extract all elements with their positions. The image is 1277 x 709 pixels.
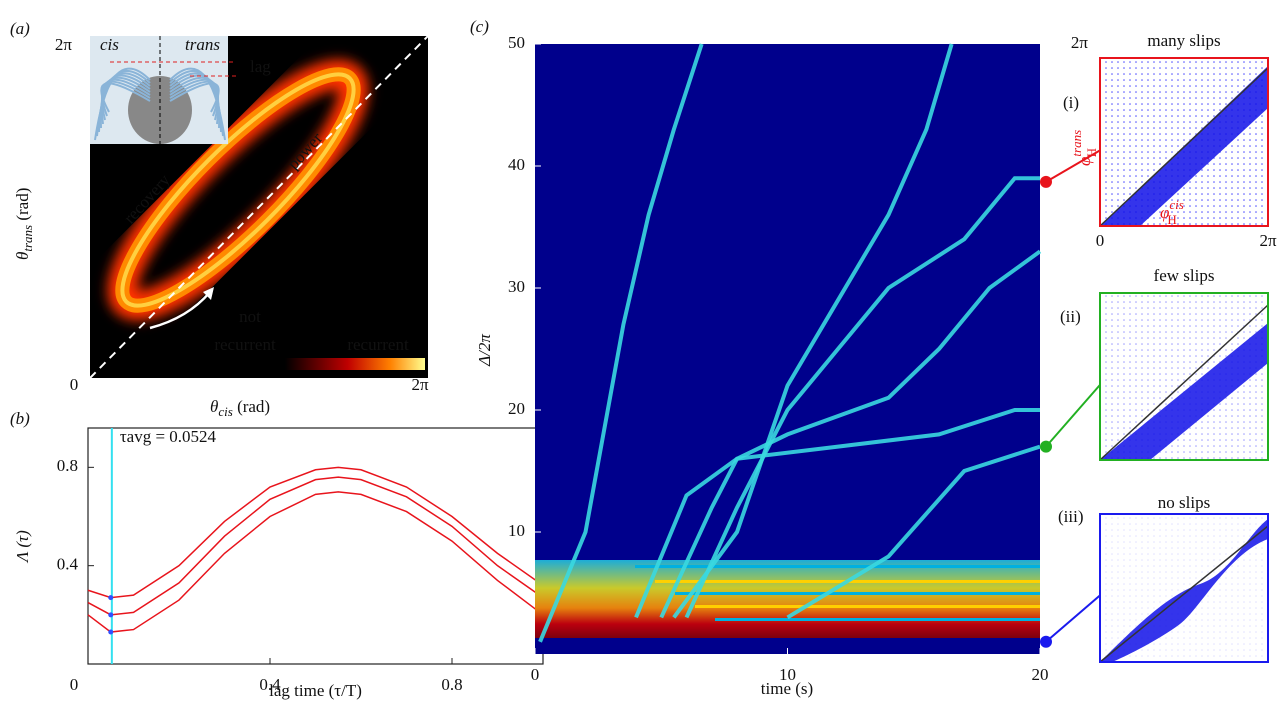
inset-frame <box>1099 57 1269 227</box>
y-tick-label: 2π <box>55 35 73 54</box>
panel-label: (b) <box>10 409 30 428</box>
colorbar-label: recurrent <box>347 335 409 354</box>
x-tick-label: 10 <box>779 665 796 684</box>
identity-line <box>1099 67 1269 227</box>
axis-label: θcis (rad) <box>210 397 270 419</box>
y-tick-label: 40 <box>508 155 525 174</box>
inset-title: many slips <box>1147 31 1220 50</box>
track <box>672 43 954 619</box>
unit: (rad) <box>233 397 270 416</box>
y-tick-label: 30 <box>508 277 525 296</box>
y-tick-label: 0.4 <box>57 555 79 574</box>
track <box>684 176 1040 619</box>
annotation: recurrent <box>214 335 276 354</box>
scatter-cloud <box>1100 58 1268 226</box>
y-tick-label: 20 <box>508 399 525 418</box>
symbol: θ <box>13 252 32 260</box>
symbol: φ <box>1075 157 1094 166</box>
x-tick-label: 0 <box>1096 231 1105 250</box>
inset-label: trans <box>185 35 220 54</box>
superscript: cis <box>1169 197 1183 212</box>
cilia-right <box>169 82 220 113</box>
connector-dot <box>1040 440 1052 453</box>
axis-label: Λ (τ) <box>13 530 32 564</box>
scatter-band <box>1100 519 1268 662</box>
min-marker <box>108 595 114 601</box>
panel-label: (a) <box>10 19 30 38</box>
panel-label: (i) <box>1063 93 1079 112</box>
unit: (rad) <box>13 188 32 225</box>
y-tick-label: 50 <box>508 33 525 52</box>
track <box>786 444 1041 620</box>
diagonal <box>89 35 429 379</box>
axis-label: φtransH <box>1069 130 1099 166</box>
cilia-left <box>100 82 151 113</box>
axis-label: φcis H <box>1160 197 1184 227</box>
arrow-head <box>203 287 214 300</box>
band-strip <box>635 565 1040 568</box>
inset-title: few slips <box>1154 266 1215 285</box>
inset-frame <box>1099 292 1269 461</box>
symbol: θ <box>210 397 218 416</box>
x-tick-label: 0.8 <box>441 675 462 694</box>
connector <box>1045 384 1101 448</box>
x-tick-label: 0 <box>70 375 79 394</box>
track <box>634 408 1040 619</box>
axis-label: lag time (τ/T) <box>269 681 362 700</box>
x-tick-label: 0 <box>70 675 79 694</box>
band-strip <box>675 592 1040 595</box>
subscript: H <box>1084 148 1099 157</box>
symbol: φ <box>1160 203 1169 222</box>
panel-label: (iii) <box>1058 507 1084 526</box>
x-tick-label: 0.4 <box>259 675 281 694</box>
panel-label: (ii) <box>1060 307 1081 326</box>
subscript: H <box>1167 212 1176 227</box>
curve <box>87 466 544 599</box>
dense-band <box>535 560 1040 640</box>
connector-dot <box>1040 175 1052 188</box>
x-tick-label: 0 <box>531 665 540 684</box>
subscript: cis <box>218 404 232 419</box>
band-strip <box>715 618 1040 621</box>
panel-label: (c) <box>470 17 489 36</box>
x-tick-label: 20 <box>1032 665 1049 684</box>
connector-dot <box>1040 635 1052 648</box>
axis-label: time (s) <box>761 679 813 698</box>
inset-label: lag <box>250 57 271 76</box>
tau-avg-label: τavg = 0.0524 <box>120 427 217 446</box>
y-tick-label: 2π <box>1071 33 1089 52</box>
min-marker <box>108 629 114 635</box>
band-strip <box>695 605 1040 608</box>
subscript: trans <box>20 225 35 252</box>
track <box>659 249 1042 619</box>
x-tick-label: 2π <box>1259 231 1277 250</box>
curve <box>87 476 544 616</box>
track <box>538 43 704 643</box>
inset-label: cis <box>100 35 119 54</box>
x-tick-label: 2π <box>411 375 429 394</box>
axis-label: θtrans (rad) <box>13 188 35 260</box>
curve <box>87 491 544 633</box>
annotation: not <box>239 307 261 326</box>
identity-line <box>1099 525 1269 663</box>
superscript: trans <box>1069 130 1084 157</box>
connector <box>1045 149 1101 183</box>
inset-frame <box>1099 513 1269 663</box>
base-band <box>535 638 1040 654</box>
y-tick-label: 0.8 <box>57 456 78 475</box>
min-marker <box>108 612 114 618</box>
arrow <box>149 291 211 330</box>
axis-label: Δ/2π <box>475 334 494 367</box>
y-tick-label: 10 <box>508 521 525 540</box>
inset-title: no slips <box>1158 493 1210 512</box>
scatter-band <box>1100 323 1268 460</box>
connector <box>1045 594 1101 643</box>
colorbar <box>285 358 425 370</box>
identity-line <box>1099 304 1269 461</box>
